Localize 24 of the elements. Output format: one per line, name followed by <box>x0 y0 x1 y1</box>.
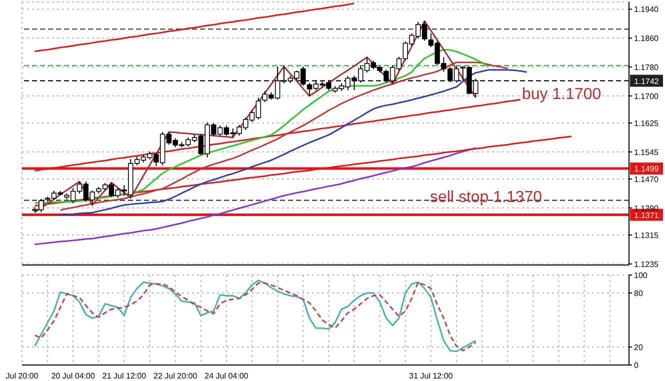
ref-line-label: 1.1371 <box>634 210 660 220</box>
x-tick-label: 22 Jul 20:00 <box>154 372 198 381</box>
line-series <box>34 2 356 52</box>
y-tick-label: 1.1860 <box>634 34 660 43</box>
ref-line-label: 1.1742 <box>634 76 660 86</box>
y-tick-label: 0 <box>634 360 639 370</box>
x-tick-label: 20 Jul 04:00 <box>51 372 96 381</box>
ref-line-label: 1.1499 <box>634 164 660 174</box>
y-tick-label: 1.1545 <box>634 148 660 157</box>
y-tick-label: 1.1315 <box>634 230 660 240</box>
x-tick-label: Jul 20:00 <box>6 372 39 381</box>
y-tick-label: 80 <box>634 288 644 298</box>
annotation: buy 1.1700 <box>522 86 602 104</box>
x-tick-label: 31 Jul 12:00 <box>409 372 454 381</box>
y-tick-label: 1.1625 <box>634 118 660 128</box>
x-tick-label: 24 Jul 04:00 <box>204 372 249 381</box>
y-tick-label: 20 <box>634 342 644 352</box>
y-tick-label: 1.1470 <box>634 174 660 184</box>
y-tick-label: 1.1780 <box>634 62 660 72</box>
y-tick-label: 1.1235 <box>634 260 660 269</box>
y-tick-label: 100 <box>634 270 648 280</box>
x-tick-label: 21 Jul 12:00 <box>102 372 147 381</box>
y-tick-label: 1.1700 <box>634 92 660 101</box>
y-tick-label: 1.1940 <box>634 5 660 14</box>
